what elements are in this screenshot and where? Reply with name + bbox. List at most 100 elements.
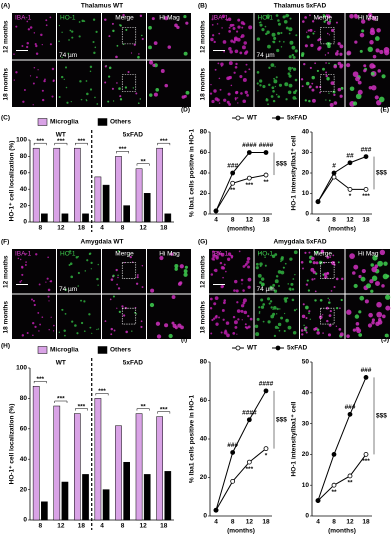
cell-signal xyxy=(300,329,304,332)
cell-signal xyxy=(320,249,325,254)
y-tick-label: 80 xyxy=(20,395,28,402)
cell-signal xyxy=(329,309,332,313)
y-tick-label: 10 xyxy=(302,190,310,197)
cell-signal xyxy=(246,260,250,264)
cell-signal xyxy=(352,101,358,106)
cell-signal xyxy=(326,319,329,323)
y-tick-label: 60 xyxy=(200,149,208,156)
row-label: 12 months xyxy=(3,255,10,288)
cell-signal xyxy=(372,54,377,59)
cell-signal xyxy=(232,331,236,335)
cell-signal xyxy=(214,315,218,319)
cell-signal xyxy=(211,318,214,322)
cell-signal xyxy=(89,70,92,73)
cell-signal xyxy=(90,268,92,270)
cell-signal xyxy=(295,34,298,37)
cell-signal xyxy=(34,43,37,46)
cell-signal xyxy=(288,287,292,291)
cell-signal xyxy=(327,52,330,54)
cell-signal xyxy=(277,327,280,329)
significance: ### xyxy=(361,367,372,374)
cell-signal xyxy=(360,19,366,24)
bar xyxy=(32,147,40,223)
legend-marker xyxy=(235,345,241,351)
y-tick-label: 80 xyxy=(200,129,208,136)
cell-signal xyxy=(367,323,373,328)
cell-signal xyxy=(184,265,188,269)
cell-signal xyxy=(249,317,253,321)
cell-signal xyxy=(61,31,63,33)
cell-signal xyxy=(303,324,305,326)
cell-signal xyxy=(374,95,379,100)
cell-signal xyxy=(260,282,265,287)
x-tick-label: 8 xyxy=(231,217,235,224)
x-tick-label: 18 xyxy=(160,225,168,232)
x-tick-label: 4 xyxy=(214,519,218,526)
significance: *** xyxy=(98,388,106,395)
cell-signal xyxy=(277,95,281,98)
cell-signal xyxy=(116,307,118,309)
y-tick-label: 40 xyxy=(302,390,310,397)
panel-label: (F) xyxy=(1,239,9,246)
cell-signal xyxy=(183,272,188,277)
cell-signal xyxy=(80,98,83,101)
cell-signal xyxy=(371,85,377,91)
point xyxy=(315,498,321,504)
significance: ## xyxy=(346,152,354,159)
cell-signal xyxy=(278,285,280,287)
cell-signal xyxy=(327,297,329,299)
cell-signal xyxy=(271,254,276,258)
cell-signal xyxy=(153,41,158,46)
micrograph xyxy=(12,13,56,60)
cell-signal xyxy=(68,39,70,41)
y-tick-label: 50 xyxy=(302,359,310,366)
cell-signal xyxy=(17,257,20,260)
cell-signal xyxy=(328,99,331,102)
y-tick-label: 20 xyxy=(302,170,310,177)
cell-signal xyxy=(139,98,142,100)
point xyxy=(263,172,269,178)
cell-signal xyxy=(61,56,63,59)
cell-signal xyxy=(358,310,362,314)
cell-signal xyxy=(75,256,79,259)
cell-signal xyxy=(280,270,285,275)
y-tick-label: 80 xyxy=(200,359,208,366)
cell-signal xyxy=(174,23,178,28)
cell-signal xyxy=(282,15,286,19)
cell-signal xyxy=(301,314,306,319)
cell-signal xyxy=(215,255,219,259)
cell-signal xyxy=(132,87,135,89)
point xyxy=(347,160,353,166)
cell-signal xyxy=(283,312,286,315)
cell-signal xyxy=(323,272,328,276)
cell-signal xyxy=(255,262,259,266)
cell-signal xyxy=(327,44,331,49)
cell-signal xyxy=(355,76,360,82)
cell-signal xyxy=(240,34,245,38)
cell-signal xyxy=(110,278,114,281)
cell-signal xyxy=(256,317,260,321)
cell-signal xyxy=(327,333,332,337)
cell-signal xyxy=(369,279,374,284)
cell-signal xyxy=(236,309,241,313)
scale-label: 74 µm xyxy=(59,52,77,59)
cell-signal xyxy=(329,256,332,258)
point xyxy=(331,482,337,488)
cell-signal xyxy=(244,70,247,73)
cell-signal xyxy=(122,314,126,317)
cell-signal xyxy=(309,66,312,70)
x-tick-label: 18 xyxy=(262,217,270,224)
cell-signal xyxy=(108,66,112,70)
cell-signal xyxy=(293,309,297,312)
cell-signal xyxy=(74,324,77,327)
cell-signal xyxy=(292,96,297,100)
significance: ### xyxy=(227,163,238,170)
cell-signal xyxy=(221,14,226,18)
cell-signal xyxy=(94,96,96,99)
series-line xyxy=(317,454,367,501)
cell-signal xyxy=(366,283,372,289)
cell-signal xyxy=(236,301,239,304)
cell-signal xyxy=(294,49,298,53)
cell-signal xyxy=(19,280,22,283)
cell-signal xyxy=(306,279,309,282)
